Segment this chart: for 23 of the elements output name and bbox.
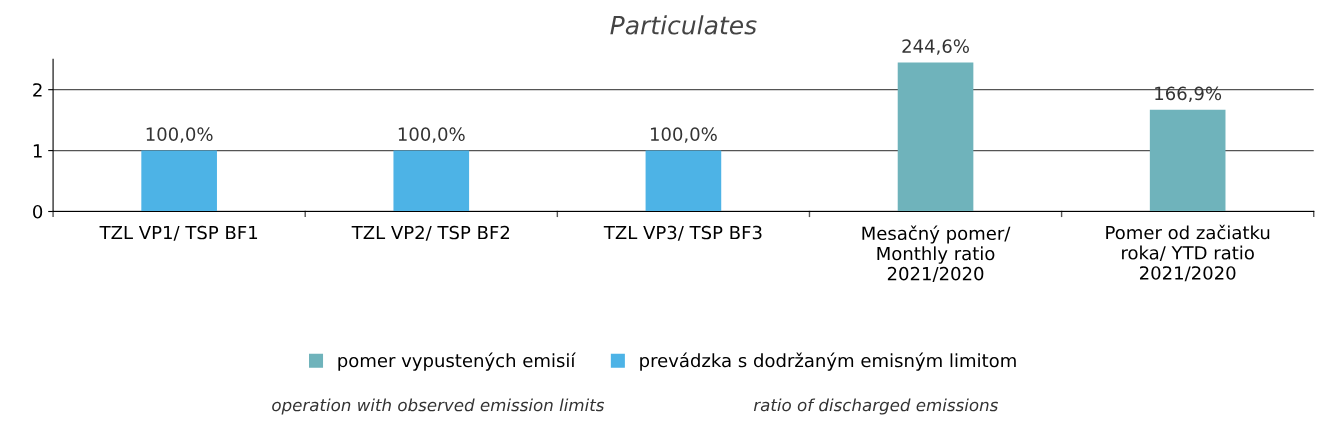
bar (1149, 109, 1226, 212)
data-label: 100,0% (146, 127, 213, 143)
data-label: 244,6% (902, 39, 969, 55)
bar (393, 150, 470, 212)
legend-label: prevádzka s dodržaným emisným limitom (640, 352, 1016, 371)
bar (897, 62, 974, 212)
bar (141, 150, 217, 212)
y-tick-label: 1 (33, 144, 42, 158)
x-tick-label: TZL VP3/ TSP BF3 (603, 225, 762, 241)
x-tick-label: Pomer od začiatku roka/ YTD ratio 2021/2020 (1106, 224, 1270, 282)
x-tick-label: TZL VP1/ TSP BF1 (99, 225, 258, 241)
y-tick-label: 0 (33, 204, 43, 219)
bar (645, 150, 722, 212)
text: ratio of discharged emissions (753, 398, 998, 415)
text: operation with observed emission limits (272, 398, 605, 415)
data-label: 166,9% (1155, 86, 1222, 103)
legend-label: pomer vypustených emisií (338, 352, 576, 371)
y-tick-label: 2 (33, 83, 42, 97)
chart-title: Particulates (610, 15, 757, 35)
x-tick-label: TZL VP2/ TSP BF2 (351, 225, 510, 241)
data-label: 100,0% (398, 127, 465, 143)
data-label: 100,0% (650, 127, 717, 143)
x-tick-label: Mesačný pomer/ Monthly ratio 2021/2020 (862, 225, 1011, 282)
